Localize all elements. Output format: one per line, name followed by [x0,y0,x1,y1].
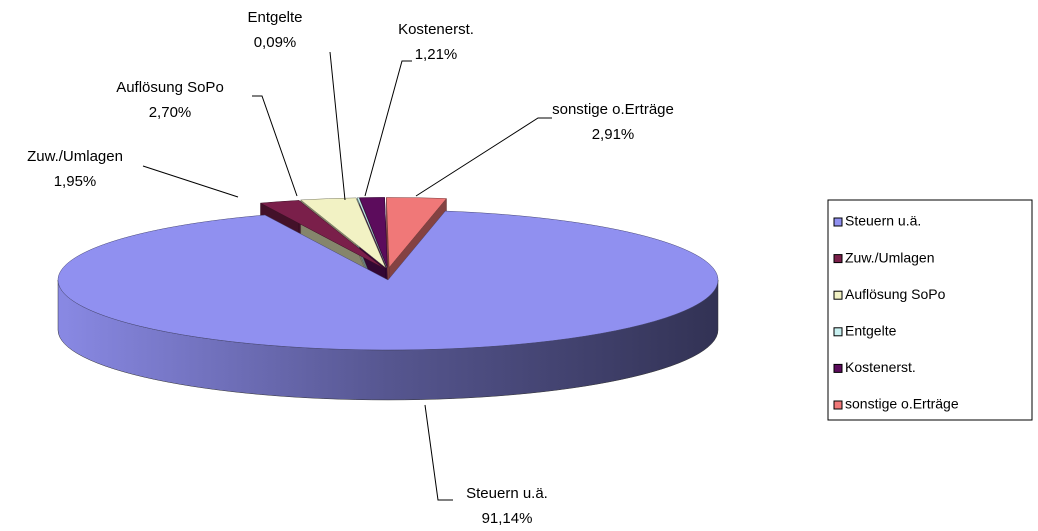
data-label-value: 1,21% [415,46,458,63]
legend-swatch [833,400,843,410]
data-label-name: Steuern u.ä. [466,485,548,502]
legend: Steuern u.ä. Zuw./Umlagen Auflösung SoPo En… [827,199,1033,421]
legend-swatch [833,254,843,264]
slice [386,197,447,269]
data-label-name: Auflösung SoPo [116,79,224,96]
data-label-name: sonstige o.Erträge [552,101,674,118]
data-label-value: 0,09% [254,34,297,51]
labels: Steuern u.ä. 91,14% Zuw./Umlagen 1,95% Auflö… [27,9,674,527]
slice [259,200,384,269]
leader-line [329,51,346,201]
legend-swatch [833,290,843,300]
leader-line [415,117,552,197]
legend-label: Steuern u.ä. [845,213,921,229]
legend-label: Entgelte [845,323,897,339]
leader-line [142,165,239,198]
legend-box [827,199,1033,421]
slice [356,197,388,268]
data-label-value: 1,95% [54,173,97,190]
legend-swatch [833,363,843,373]
data-label-value: 2,70% [149,104,192,121]
legend-swatch [833,327,843,337]
leader-line [364,60,412,197]
data-label-value: 2,91% [592,126,635,143]
legend-label: Zuw./Umlagen [845,249,934,265]
data-label-value: 91,14% [482,510,533,527]
legend-label: Auflösung SoPo [845,286,946,302]
data-label-name: Entgelte [247,9,302,26]
data-label-name: Kostenerst. [398,21,474,38]
legend-label: sonstige o.Erträge [845,396,959,412]
legend-label: Kostenerst. [845,359,916,375]
leader-line [424,404,453,501]
data-label-name: Zuw./Umlagen [27,148,123,165]
pie [57,197,719,401]
slice [359,197,388,268]
leader-line [252,95,298,197]
slice [57,210,719,351]
slice [300,197,386,268]
legend-swatch [833,217,843,227]
